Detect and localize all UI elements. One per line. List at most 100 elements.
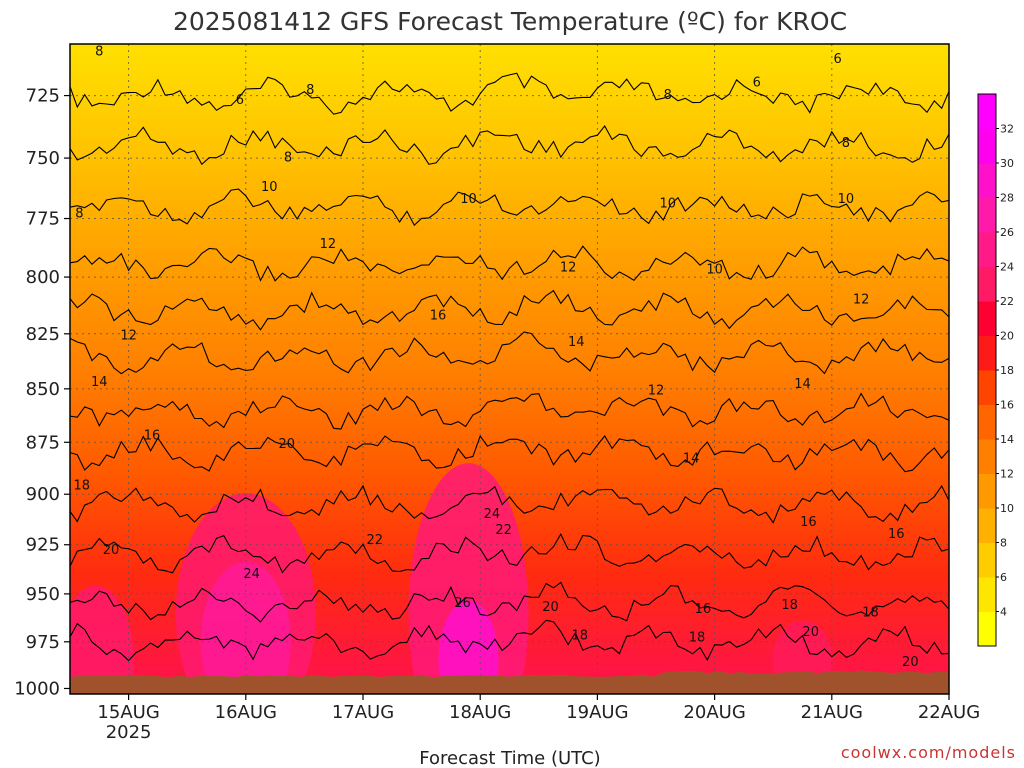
- contour-label: 12: [648, 384, 665, 399]
- colorbar-swatch: [978, 404, 996, 440]
- contour-label: 16: [144, 428, 161, 443]
- contour-label: 16: [695, 602, 712, 617]
- colorbar-swatch: [978, 542, 996, 578]
- colorbar-tick-label: 22: [1000, 295, 1014, 308]
- contour-label: 10: [838, 192, 855, 207]
- plot-area: 8688810101212141618202022222424261610121…: [70, 44, 979, 694]
- contour-label: 18: [781, 598, 798, 613]
- contour-line: [70, 331, 949, 375]
- x-tick-label: 19AUG: [566, 702, 628, 723]
- x-tick-year: 2025: [106, 722, 152, 743]
- contour-label: 16: [430, 308, 447, 323]
- y-tick-label: 925: [26, 535, 60, 556]
- contour-label: 8: [95, 44, 103, 59]
- x-axis: 15AUG 16AUG 17AUG 18AUG 19AUG 20AUG 21AUG 22AUG…: [97, 694, 980, 743]
- colorbar-swatch: [978, 370, 996, 405]
- colorbar-swatch: [978, 439, 996, 474]
- contour-label: 14: [794, 377, 811, 392]
- contour-label: 6: [834, 52, 842, 67]
- contour-label: 16: [800, 515, 817, 530]
- y-tick-label: 775: [26, 209, 60, 230]
- colorbar-swatch: [978, 577, 996, 612]
- colorbar-swatch: [978, 163, 996, 198]
- contour-line: [70, 125, 949, 166]
- contour-line: [70, 392, 949, 430]
- y-tick-label: 900: [26, 484, 60, 505]
- contour-lines: [70, 72, 949, 662]
- colorbar-swatch: [978, 128, 996, 164]
- y-tick-label: 1000: [14, 678, 60, 699]
- contour-label: 6: [236, 93, 244, 108]
- contour-labels: 8688810101212141618202022222424261610121…: [73, 44, 979, 670]
- contour-label: 8: [75, 206, 83, 221]
- contour-label: 12: [560, 260, 577, 275]
- contour-label: 4: [957, 52, 965, 67]
- y-tick-label: 800: [26, 267, 60, 288]
- contour-label: 18: [689, 631, 706, 646]
- colorbar-swatch: [978, 301, 996, 336]
- contour-label: 8: [842, 136, 850, 151]
- contour-label: 16: [888, 527, 905, 542]
- colorbar-swatch: [978, 611, 996, 647]
- y-tick-label: 725: [26, 86, 60, 107]
- x-tick-label: 22AUG: [918, 702, 980, 723]
- colorbar-tick-label: 16: [1000, 399, 1014, 412]
- contour-label: 20: [902, 655, 919, 670]
- contour-line: [70, 533, 949, 574]
- contour-label: 10: [706, 263, 723, 278]
- colorbar-tick-label: 28: [1000, 192, 1014, 205]
- contour-label: 18: [572, 629, 589, 644]
- y-tick-label: 875: [26, 432, 60, 453]
- contour-label: 18: [962, 529, 979, 544]
- x-tick-label: 15AUG: [97, 702, 159, 723]
- contour-label: 10: [659, 197, 676, 212]
- colorbar-swatch: [978, 473, 996, 509]
- contour-label: 8: [962, 185, 970, 200]
- contour-label: 26: [454, 596, 471, 611]
- contour-label: 14: [568, 335, 585, 350]
- contour-label: 20: [103, 543, 120, 558]
- contour-label: 24: [243, 567, 260, 582]
- colorbar-swatch: [978, 232, 996, 267]
- contour-label: 10: [261, 180, 278, 195]
- y-tick-label: 950: [26, 584, 60, 605]
- contour-line: [70, 289, 949, 331]
- contour-line: [70, 484, 949, 524]
- colorbar-swatch: [978, 508, 996, 543]
- y-tick-label: 825: [26, 324, 60, 345]
- contour-label: 20: [279, 437, 296, 452]
- colorbar-tick-label: 12: [1000, 468, 1014, 481]
- colorbar: 4 6 8 10 12 14 16 18 20 22 24 26 28 30 32: [977, 93, 1014, 647]
- contour-line: [70, 245, 949, 282]
- ground-surface: [70, 670, 949, 694]
- warm-plume: [408, 463, 529, 694]
- contour-label: 20: [542, 600, 559, 615]
- contour-label: 6: [968, 106, 976, 121]
- gridlines: [70, 44, 949, 694]
- contour-label: 8: [306, 83, 314, 98]
- colorbar-tick-label: 30: [1000, 157, 1014, 170]
- contour-label: 14: [91, 375, 108, 390]
- contour-line: [70, 581, 949, 623]
- colorbar-tick-label: 20: [1000, 330, 1014, 343]
- contour-label: 12: [853, 292, 870, 307]
- x-axis-title: Forecast Time (UTC): [419, 748, 600, 768]
- x-tick-label: 16AUG: [215, 702, 277, 723]
- contour-label: 22: [366, 533, 383, 548]
- colorbar-tick-label: 26: [1000, 226, 1014, 239]
- colorbar-tick-label: 8: [1000, 537, 1007, 550]
- contour-label: 14: [683, 452, 700, 467]
- colorbar-swatch: [978, 94, 996, 129]
- contour-line: [70, 619, 949, 662]
- chart-title: 2025081412 GFS Forecast Temperature (ºC)…: [173, 7, 847, 36]
- colorbar-tick-label: 10: [1000, 502, 1014, 515]
- contour-label: 6: [753, 75, 761, 90]
- contour-line: [70, 434, 949, 473]
- x-tick-label: 18AUG: [449, 702, 511, 723]
- contour-line: [70, 188, 949, 227]
- contour-label: 12: [120, 329, 137, 344]
- colorbar-tick-label: 14: [1000, 433, 1014, 446]
- contour-label: 22: [495, 523, 512, 538]
- y-tick-label: 850: [26, 379, 60, 400]
